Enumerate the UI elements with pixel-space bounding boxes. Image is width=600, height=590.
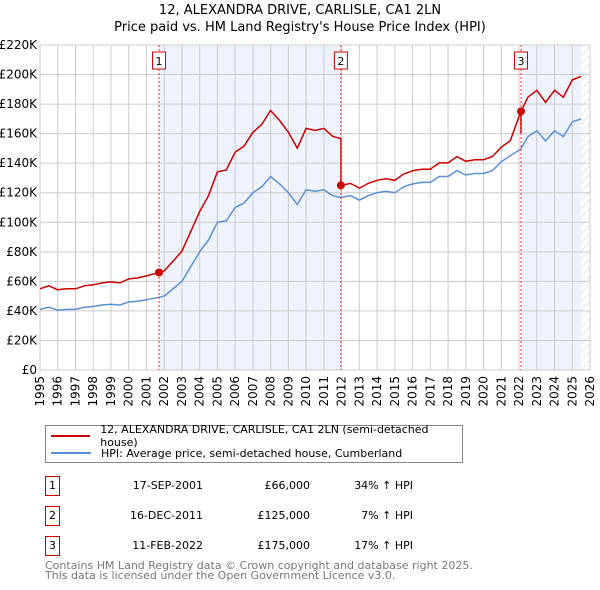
y-tick-label: £100K (0, 215, 38, 229)
y-tick-label: £160K (0, 127, 38, 141)
x-tick-label: 1995 (33, 376, 47, 407)
sale-label: 1 (156, 55, 163, 68)
y-tick-label: £0 (22, 363, 37, 377)
legend-line-blue (51, 452, 91, 454)
y-tick-label: £120K (0, 186, 38, 200)
footer-line-1: Contains HM Land Registry data © Crown c… (45, 559, 473, 572)
x-tick-label: 2011 (317, 376, 331, 407)
sale-label: 2 (337, 55, 344, 68)
sale-point (336, 181, 345, 190)
x-tick-label: 2009 (281, 376, 295, 407)
sale-row: 2 16-DEC-2011 £125,000 7% ↑ HPI (45, 506, 465, 526)
x-tick-label: 2020 (477, 376, 491, 407)
sale-date: 11-FEB-2022 (132, 539, 203, 552)
y-tick-label: £180K (0, 97, 38, 111)
x-tick-label: 2005 (210, 376, 224, 407)
x-tick-label: 2021 (494, 376, 508, 407)
chart-title: 12, ALEXANDRA DRIVE, CARLISLE, CA1 2LN (158, 3, 442, 18)
x-tick-label: 2019 (459, 376, 473, 407)
price-paid-line (39, 75, 582, 291)
sale-number-badge: 2 (45, 506, 60, 526)
sale-row: 3 11-FEB-2022 £175,000 17% ↑ HPI (45, 536, 465, 556)
x-tick-label: 2026 (583, 376, 597, 407)
x-tick-label: 2001 (139, 376, 153, 407)
x-tick-label: 2018 (441, 376, 455, 407)
legend: 12, ALEXANDRA DRIVE, CARLISLE, CA1 2LN (… (45, 423, 463, 463)
x-tick-label: 2002 (157, 376, 171, 407)
x-tick-label: 2000 (122, 376, 136, 407)
x-tick-label: 2022 (512, 376, 526, 407)
y-tick-label: £220K (0, 38, 38, 52)
x-tick-label: 1998 (86, 376, 100, 407)
x-tick-label: 2008 (264, 376, 278, 407)
x-tick-label: 1996 (51, 376, 65, 407)
x-tick-label: 2010 (299, 376, 313, 407)
chart-subtitle: Price paid vs. HM Land Registry's House … (114, 20, 486, 35)
x-tick-label: 2006 (228, 376, 242, 407)
y-tick-label: £80K (6, 245, 38, 259)
y-tick-label: £20K (6, 333, 38, 347)
legend-line-red (51, 435, 91, 437)
sale-price: £125,000 (257, 509, 311, 522)
x-tick-label: 1997 (68, 376, 82, 407)
legend-label-hpi: HPI: Average price, semi-detached house,… (101, 446, 403, 460)
sale-date: 17-SEP-2001 (132, 479, 203, 492)
forecast-hatch (581, 45, 590, 370)
sale-number-badge: 3 (45, 536, 60, 556)
sale-hpi-diff: 17% ↑ HPI (354, 539, 413, 552)
x-tick-label: 2015 (388, 376, 402, 407)
x-tick-label: 2023 (530, 376, 544, 407)
ownership-shade-2 (520, 45, 582, 370)
hpi-line (39, 118, 582, 311)
footer: Contains HM Land Registry data © Crown c… (45, 559, 473, 582)
x-tick-label: 2025 (565, 376, 579, 407)
sale-price: £66,000 (264, 479, 311, 492)
y-tick-label: £40K (6, 304, 38, 318)
x-tick-label: 1999 (104, 376, 118, 407)
y-tick-label: £140K (0, 156, 38, 170)
footer-line-2: This data is licensed under the Open Gov… (45, 569, 396, 582)
y-tick-label: £200K (0, 68, 38, 82)
sale-hpi-diff: 7% ↑ HPI (361, 509, 413, 522)
sale-row: 1 17-SEP-2001 £66,000 34% ↑ HPI (45, 476, 465, 496)
plot-border (39, 44, 591, 371)
x-tick-label: 2017 (423, 376, 437, 407)
y-tick-label: £60K (6, 274, 38, 288)
sale-number-badge: 1 (45, 476, 60, 496)
x-tick-label: 2004 (193, 376, 207, 407)
sale-label-box (513, 51, 528, 70)
sale-point (155, 268, 164, 277)
sale-hpi-diff: 34% ↑ HPI (354, 479, 413, 492)
x-tick-label: 2003 (175, 376, 189, 407)
x-tick-label: 2013 (352, 376, 366, 407)
sale-point (516, 107, 525, 116)
x-tick-label: 2024 (548, 376, 562, 407)
x-tick-label: 2007 (246, 376, 260, 407)
sale-label-box (333, 51, 348, 70)
ownership-shade-1 (159, 45, 341, 370)
legend-label-property: 12, ALEXANDRA DRIVE, CARLISLE, CA1 2LN (… (100, 423, 429, 449)
x-tick-label: 2012 (335, 376, 349, 407)
x-tick-label: 2014 (370, 376, 384, 407)
sale-label-box (152, 51, 167, 70)
plot-area: 1995 1996 1997 1998 1999 2000 2001 2002 2003 2004… (0, 38, 597, 407)
sale-date: 16-DEC-2011 (129, 509, 203, 522)
x-tick-label: 2016 (406, 376, 420, 407)
sale-price: £175,000 (257, 539, 311, 552)
sale-label: 3 (517, 55, 524, 68)
